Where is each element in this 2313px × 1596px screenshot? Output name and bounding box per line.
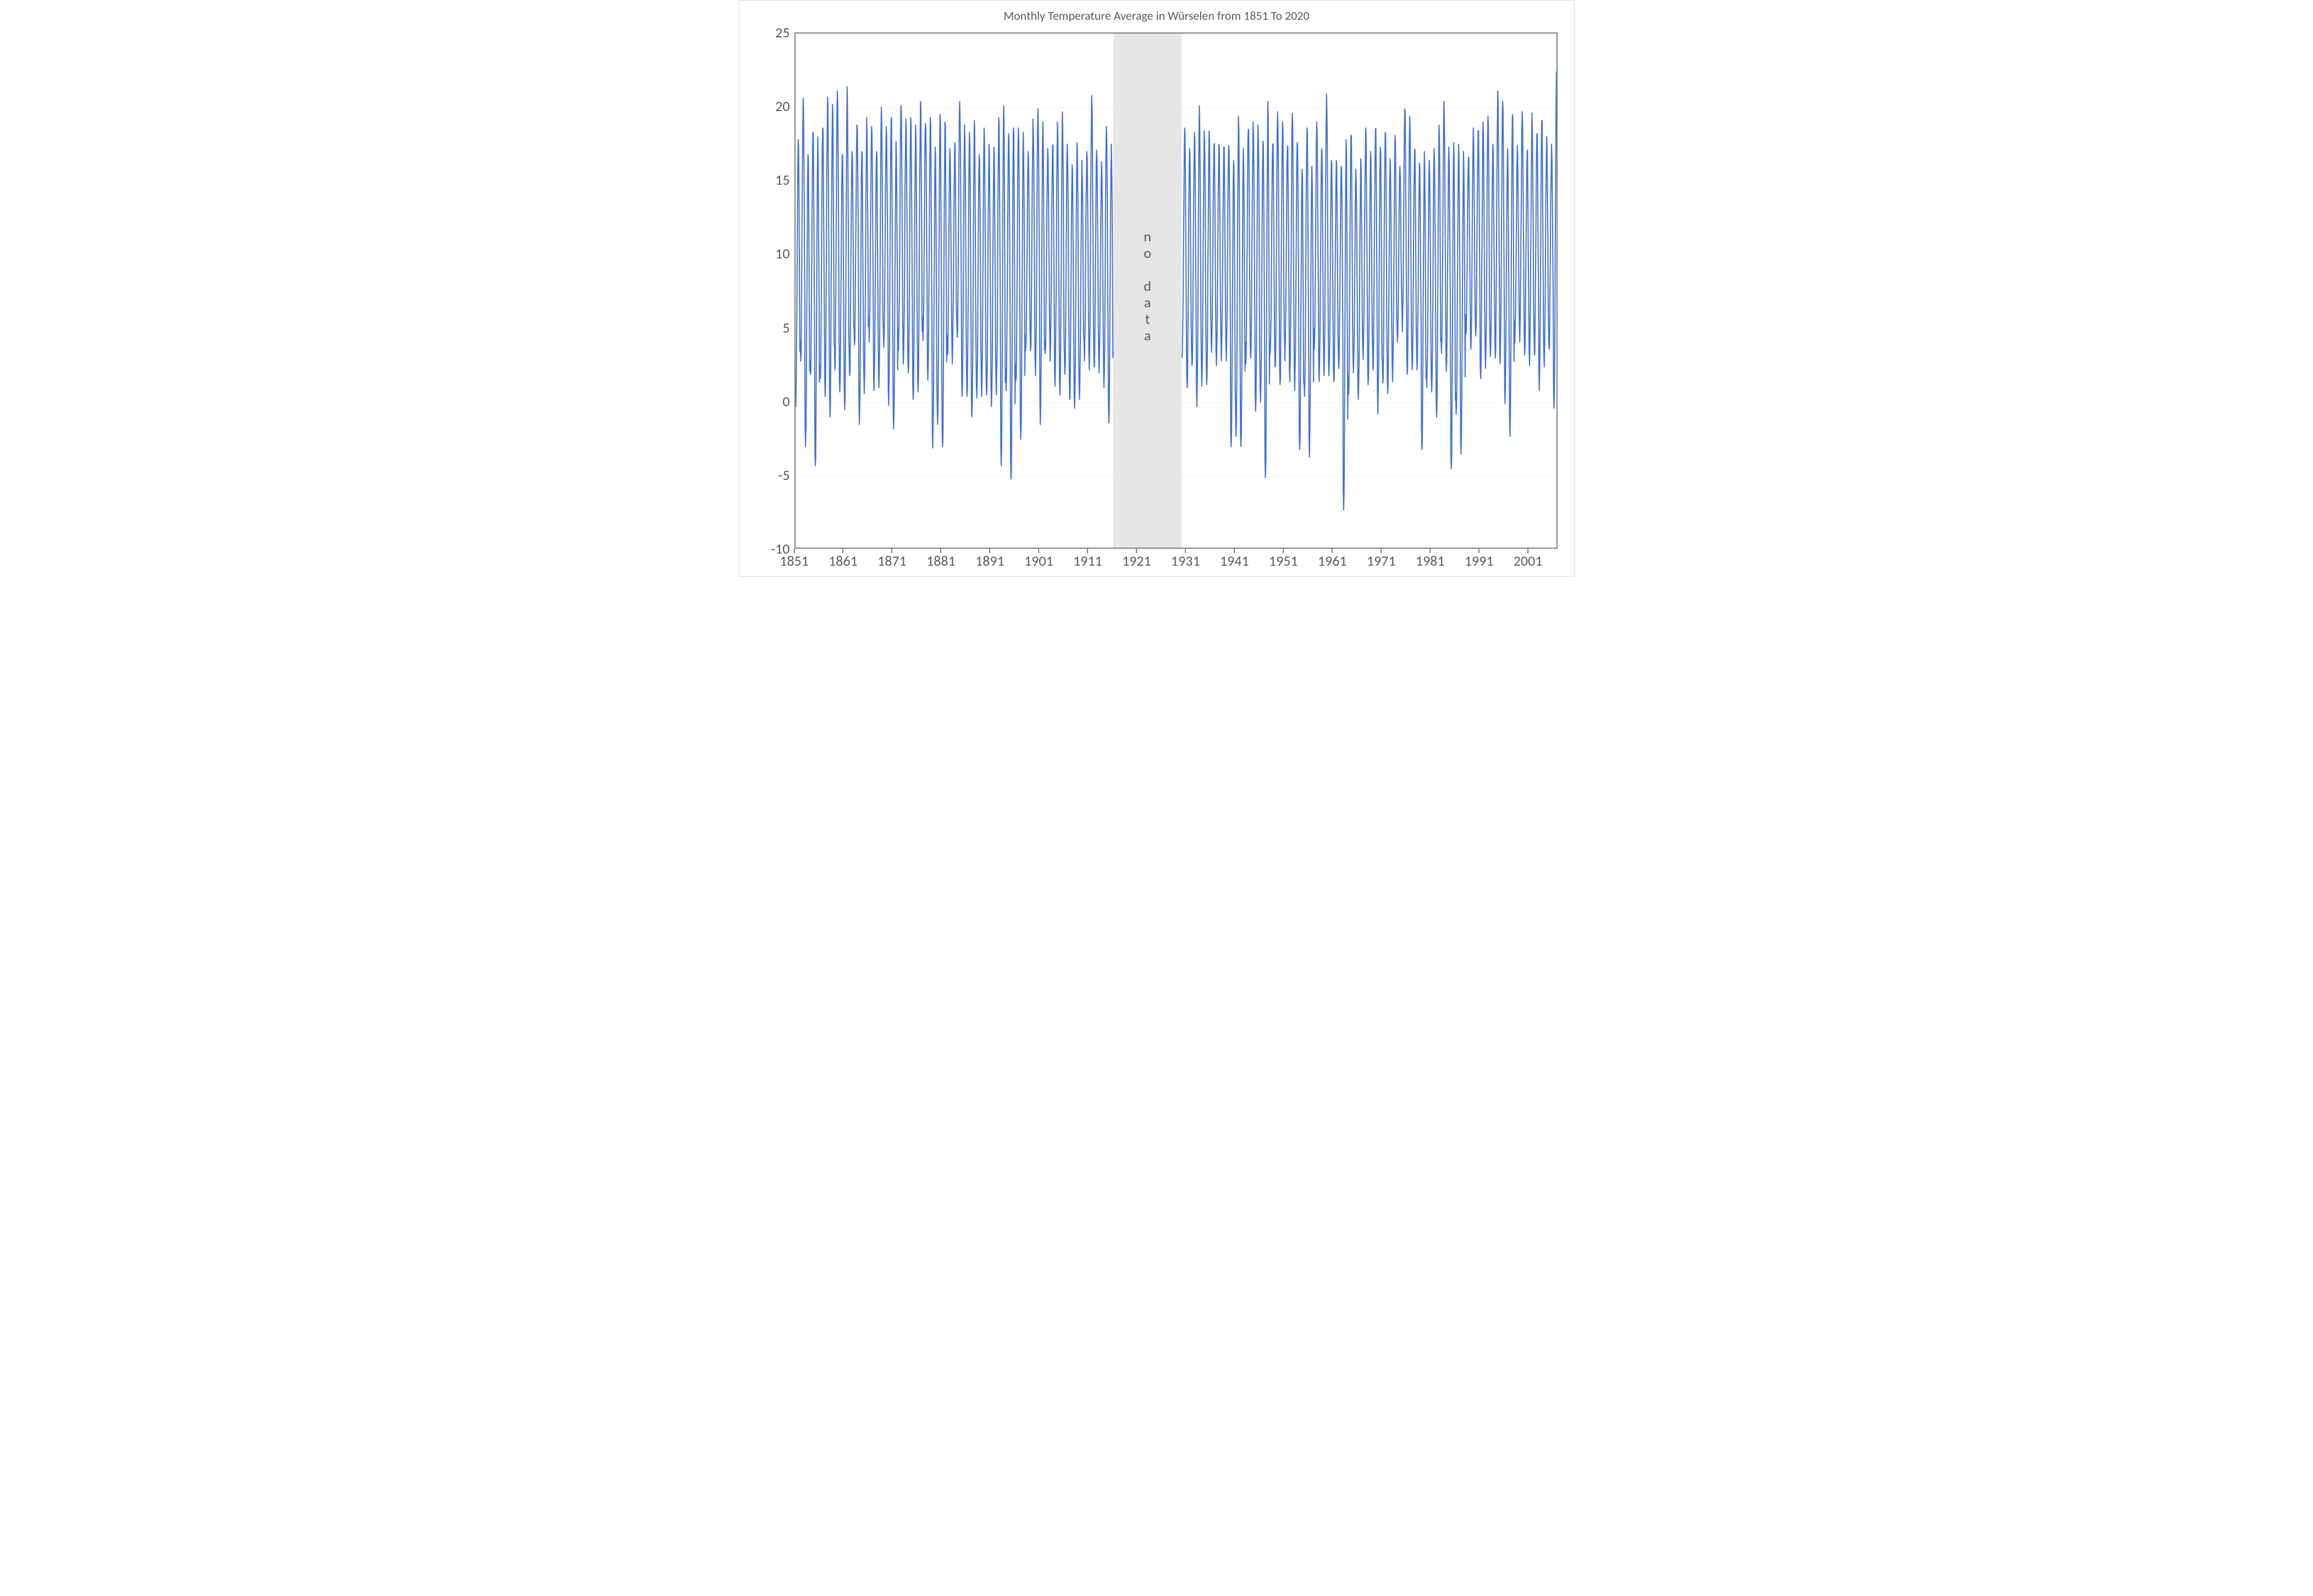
x-tick-label: 1921 xyxy=(1122,552,1151,570)
y-tick-label: 5 xyxy=(782,319,790,336)
x-tick-label: 1941 xyxy=(1220,552,1249,570)
x-tick-label: 1931 xyxy=(1171,552,1200,570)
x-tick-label: 1851 xyxy=(780,552,809,570)
y-tick-label: 15 xyxy=(775,171,790,189)
x-tick-label: 1871 xyxy=(877,552,907,570)
y-tick-label: -5 xyxy=(778,466,790,484)
x-tick-label: 1861 xyxy=(829,552,858,570)
plot-wrap: n o d a t a -10-505101520251851186118711… xyxy=(794,32,1558,549)
x-tick-label: 1961 xyxy=(1318,552,1347,570)
x-tick-label: 1951 xyxy=(1269,552,1298,570)
x-tick-label: 1981 xyxy=(1416,552,1445,570)
series-segment xyxy=(1182,72,1558,510)
y-tick-label: 10 xyxy=(775,245,790,262)
y-tick-label: 20 xyxy=(775,97,790,115)
x-tick-label: 1901 xyxy=(1024,552,1053,570)
temperature-series xyxy=(796,34,1558,549)
x-tick-label: 1971 xyxy=(1367,552,1396,570)
y-tick-label: 25 xyxy=(775,24,790,41)
y-tick-label: 0 xyxy=(782,393,790,410)
chart-title: Monthly Temperature Average in Würselen … xyxy=(739,8,1574,23)
x-tick-label: 1991 xyxy=(1465,552,1494,570)
chart-frame: Monthly Temperature Average in Würselen … xyxy=(739,0,1575,577)
series-segment xyxy=(796,87,1113,479)
x-tick-label: 1911 xyxy=(1073,552,1102,570)
x-tick-label: 2001 xyxy=(1514,552,1543,570)
plot-area: n o d a t a xyxy=(794,32,1558,549)
x-tick-label: 1881 xyxy=(926,552,956,570)
x-tick-label: 1891 xyxy=(975,552,1004,570)
